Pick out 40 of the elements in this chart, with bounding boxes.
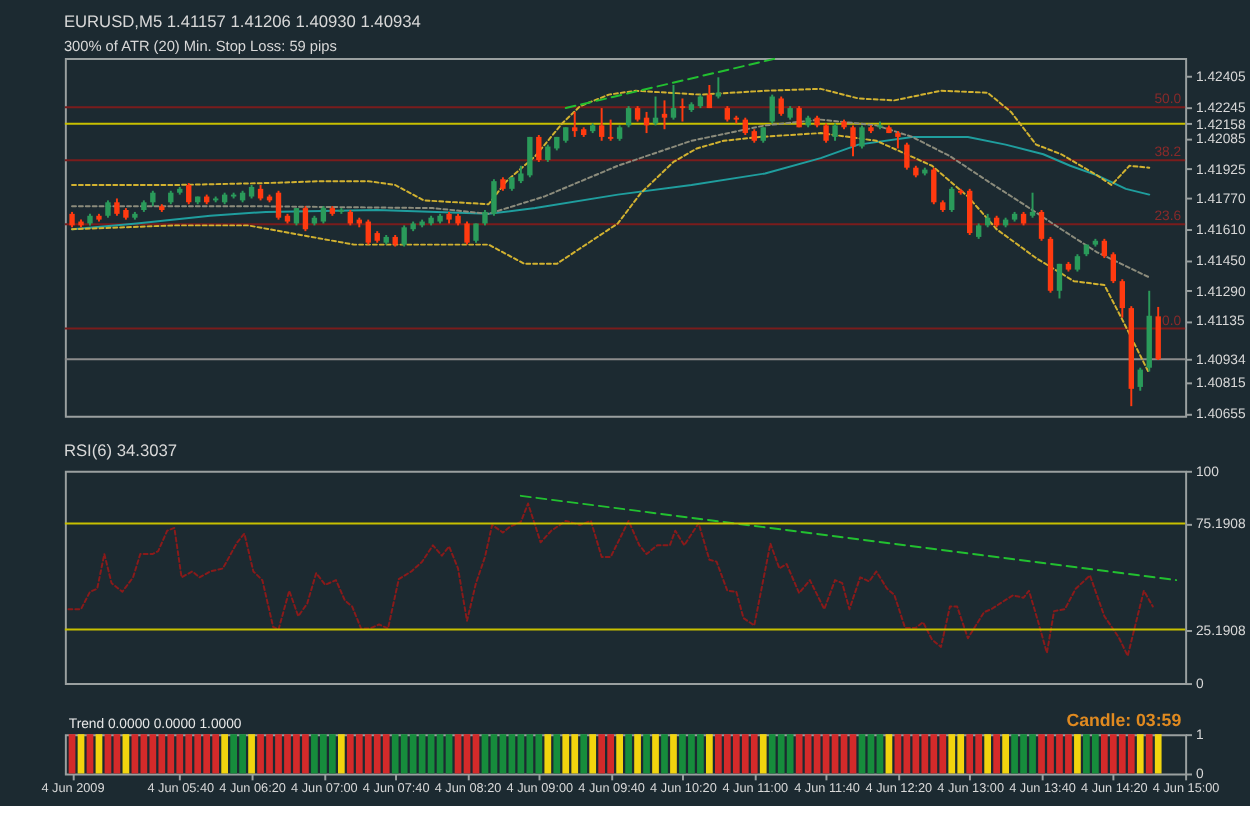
- line-series: [71, 87, 1151, 206]
- line-series: [71, 118, 1151, 279]
- candlestick: [572, 110, 578, 138]
- candlestick: [275, 189, 282, 221]
- line-series: [67, 502, 1154, 657]
- candlestick: [1155, 305, 1161, 361]
- candlestick: [949, 185, 955, 213]
- chart-title: RSI(6) 34.3037: [63, 440, 178, 461]
- candlestick: [536, 134, 542, 163]
- candlestick: [931, 166, 937, 206]
- candlestick: [859, 124, 865, 150]
- candlestick: [1119, 278, 1125, 319]
- candlestick: [715, 76, 722, 100]
- candlestick: [823, 122, 829, 144]
- candlestick: [598, 107, 605, 142]
- candlestick: [670, 84, 677, 121]
- line-series: [71, 132, 1151, 375]
- candlestick: [679, 97, 686, 123]
- candlestick: [473, 222, 479, 244]
- candlestick: [464, 220, 470, 246]
- text: Candle: 03:59: [1066, 710, 1182, 731]
- candlestick: [1038, 209, 1045, 242]
- candlestick: [769, 93, 775, 125]
- candlestick: [778, 95, 784, 117]
- line-series: [71, 135, 1151, 231]
- candlestick: [1029, 191, 1036, 219]
- chart-title: EURUSD,M5 1.41157 1.41206 1.40930 1.40934: [63, 10, 422, 31]
- candlestick: [625, 105, 632, 129]
- candlestick: [967, 187, 973, 236]
- candlestick: [1110, 251, 1117, 285]
- candlestick: [1056, 262, 1063, 300]
- candlestick: [302, 205, 309, 233]
- candlestick: [661, 99, 668, 131]
- candlestick: [365, 218, 371, 246]
- candlestick: [1137, 366, 1143, 392]
- candlestick: [904, 141, 910, 171]
- candlestick: [607, 118, 614, 142]
- candlestick: [850, 124, 856, 158]
- candlestick: [186, 182, 192, 206]
- candlestick: [1101, 237, 1108, 260]
